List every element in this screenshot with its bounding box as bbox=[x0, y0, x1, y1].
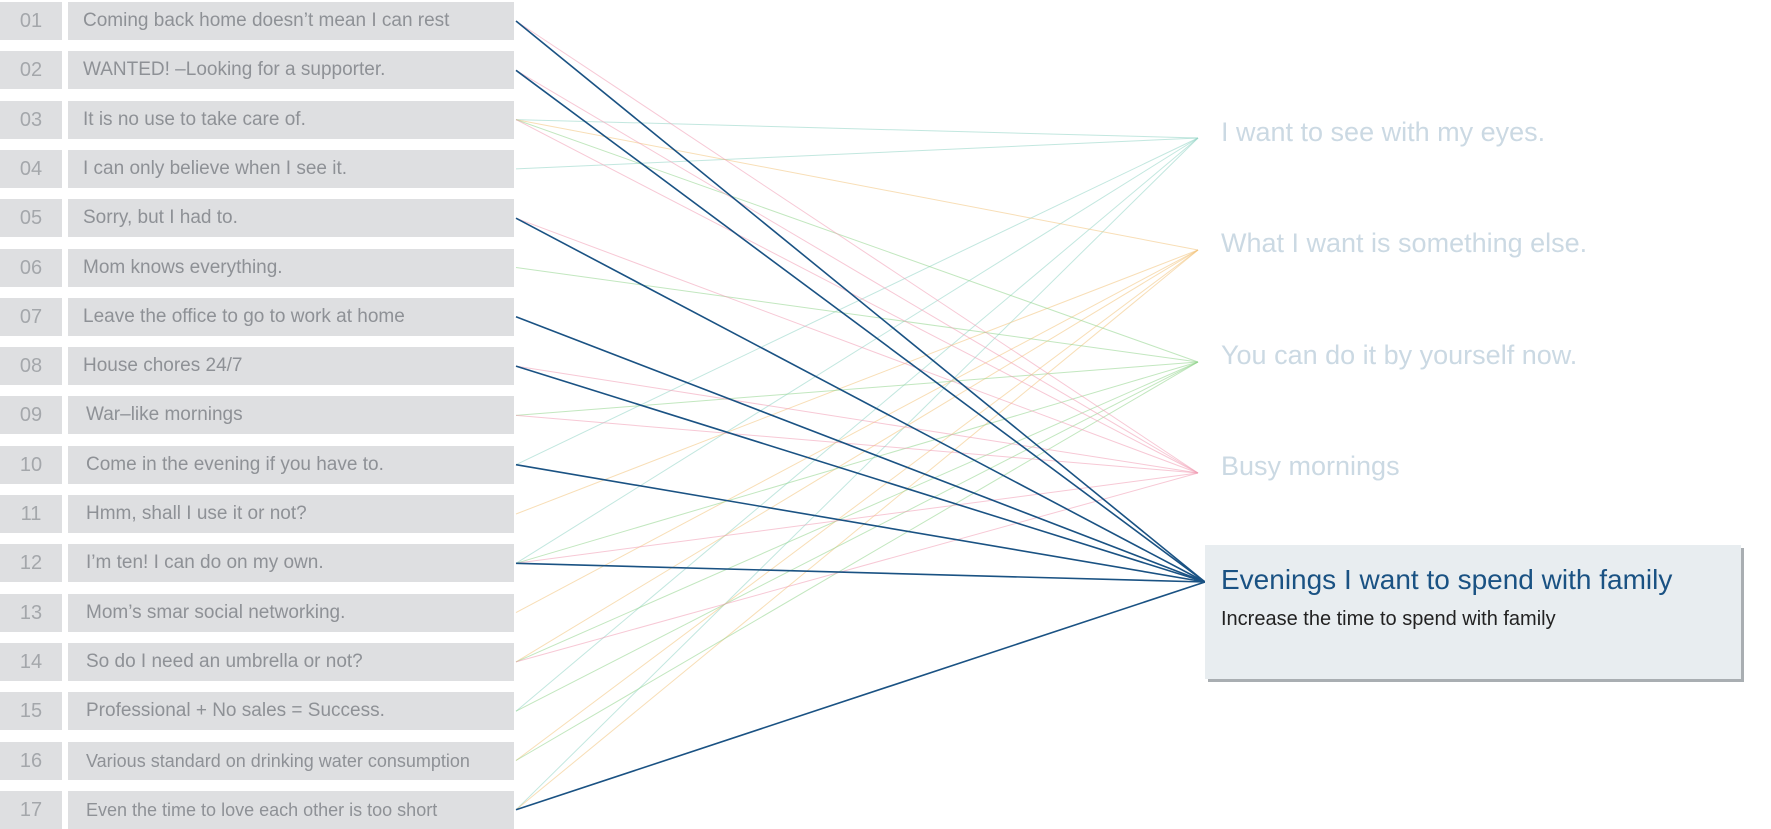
link-line bbox=[515, 249, 1199, 811]
item-label: House chores 24/7 bbox=[68, 347, 514, 386]
item-number: 16 bbox=[0, 741, 62, 780]
link-line bbox=[515, 249, 1199, 663]
link-line bbox=[515, 472, 1199, 663]
item-number: 15 bbox=[0, 692, 62, 731]
item-number: 03 bbox=[0, 100, 62, 139]
item-label: War–like mornings bbox=[68, 396, 514, 435]
link-line bbox=[515, 249, 1199, 614]
link-line bbox=[515, 581, 1206, 811]
link-line bbox=[515, 365, 1199, 474]
item-label: Sorry, but I had to. bbox=[68, 199, 514, 238]
item-label: Mom’s smar social networking. bbox=[68, 593, 514, 632]
link-line bbox=[515, 361, 1199, 712]
link-line bbox=[515, 562, 1206, 583]
item-number: 02 bbox=[0, 51, 62, 90]
link-line bbox=[515, 119, 1199, 363]
link-line bbox=[515, 137, 1199, 170]
category-by-yourself[interactable]: You can do it by yourself now. bbox=[1221, 340, 1578, 370]
link-line bbox=[515, 361, 1199, 761]
link-line bbox=[515, 119, 1199, 139]
item-label: Professional + No sales = Success. bbox=[68, 692, 514, 731]
item-label: Coming back home doesn’t mean I can rest bbox=[68, 2, 514, 40]
category-busy-mornings[interactable]: Busy mornings bbox=[1221, 451, 1400, 481]
item-label: It is no use to take care of. bbox=[68, 100, 514, 139]
link-line bbox=[515, 137, 1199, 466]
item-label: Various standard on drinking water consu… bbox=[68, 741, 514, 780]
link-line bbox=[515, 361, 1199, 564]
item-number: 12 bbox=[0, 544, 62, 583]
link-line bbox=[515, 217, 1199, 474]
item-number: 04 bbox=[0, 149, 62, 188]
link-line bbox=[515, 119, 1199, 251]
link-line bbox=[515, 267, 1199, 363]
selected-category-subtitle: Increase the time to spend with family bbox=[1221, 608, 1556, 630]
selected-category-card[interactable]: Evenings I want to spend with family Inc… bbox=[1205, 545, 1741, 679]
link-line bbox=[515, 137, 1199, 811]
item-label: Even the time to love each other is too … bbox=[68, 790, 514, 829]
link-line bbox=[515, 137, 1199, 564]
item-label: Hmm, shall I use it or not? bbox=[68, 495, 514, 533]
category-see-with-eyes[interactable]: I want to see with my eyes. bbox=[1221, 117, 1546, 147]
link-line bbox=[515, 137, 1199, 712]
link-line bbox=[515, 361, 1199, 416]
item-number: 11 bbox=[0, 495, 62, 533]
link-line bbox=[515, 20, 1199, 474]
item-label: Come in the evening if you have to. bbox=[68, 445, 514, 484]
link-line bbox=[515, 119, 1199, 474]
item-number: 07 bbox=[0, 297, 62, 336]
item-number: 06 bbox=[0, 248, 62, 287]
item-number: 14 bbox=[0, 642, 62, 681]
item-number: 13 bbox=[0, 593, 62, 632]
item-label: WANTED! –Looking for a supporter. bbox=[68, 51, 514, 90]
item-label: Mom knows everything. bbox=[68, 248, 514, 287]
item-number: 09 bbox=[0, 396, 62, 435]
item-number: 05 bbox=[0, 199, 62, 238]
item-number: 08 bbox=[0, 347, 62, 386]
item-label: I’m ten! I can do on my own. bbox=[68, 544, 514, 583]
link-line bbox=[515, 249, 1199, 761]
link-line bbox=[515, 472, 1199, 564]
link-line bbox=[515, 414, 1199, 474]
item-number: 17 bbox=[0, 790, 62, 829]
link-line bbox=[515, 20, 1206, 583]
link-line bbox=[515, 249, 1199, 515]
link-line bbox=[515, 69, 1199, 474]
link-line bbox=[515, 463, 1206, 583]
item-label: I can only believe when I see it. bbox=[68, 149, 514, 188]
link-line bbox=[515, 217, 1206, 583]
category-something-else[interactable]: What I want is something else. bbox=[1221, 228, 1588, 258]
link-line bbox=[515, 316, 1206, 583]
selected-category-title: Evenings I want to spend with family bbox=[1221, 564, 1673, 595]
item-label: So do I need an umbrella or not? bbox=[68, 642, 514, 681]
item-number: 10 bbox=[0, 445, 62, 484]
link-line bbox=[515, 361, 1199, 663]
item-number: 01 bbox=[0, 2, 62, 40]
link-line bbox=[515, 365, 1206, 583]
item-label: Leave the office to go to work at home bbox=[68, 297, 514, 336]
link-line bbox=[515, 69, 1206, 583]
